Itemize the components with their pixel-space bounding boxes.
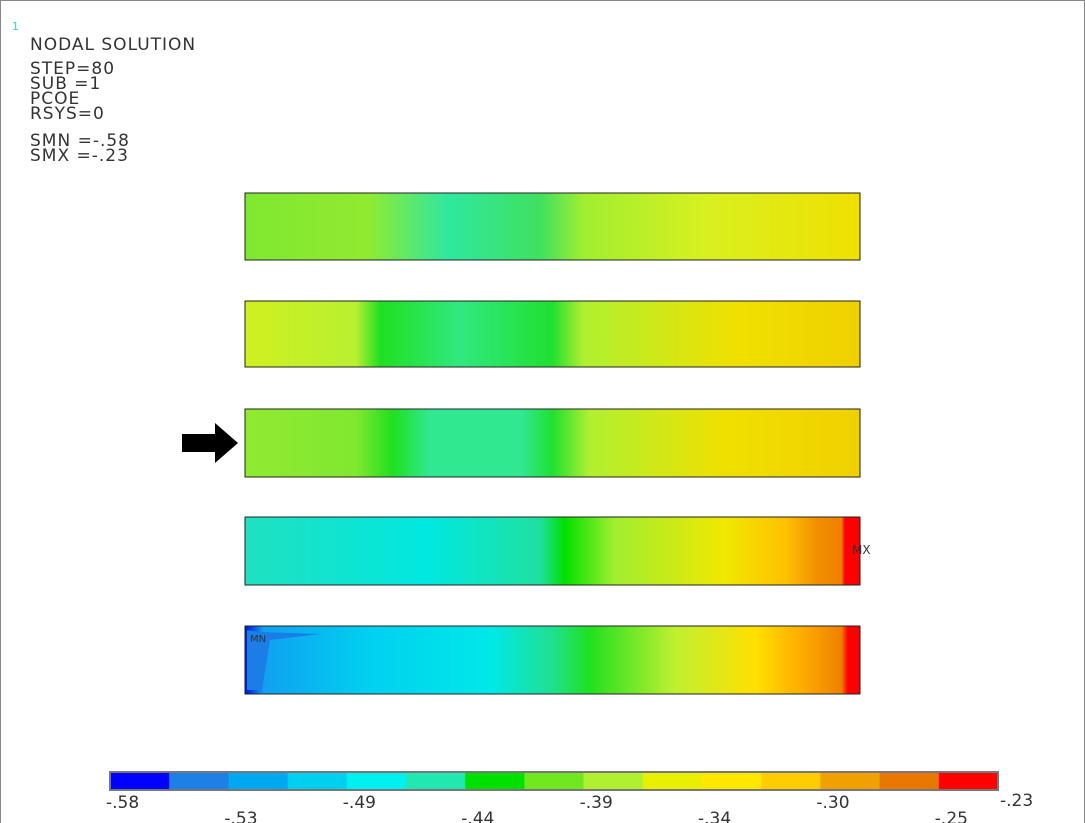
min-marker: MN xyxy=(250,634,266,645)
legend-band xyxy=(465,772,525,790)
legend-band xyxy=(169,772,229,790)
legend-band xyxy=(820,772,881,790)
legend-label: -.49 xyxy=(343,793,376,813)
info-line: SUB =1 xyxy=(30,74,101,94)
legend-label: -.44 xyxy=(461,809,494,823)
legend-band xyxy=(524,772,585,790)
legend-label: -.23 xyxy=(1000,791,1033,811)
window-number: 1 xyxy=(12,20,19,33)
strip xyxy=(244,300,861,368)
strip xyxy=(244,408,861,478)
legend-border xyxy=(109,771,999,791)
contour-region xyxy=(247,630,320,690)
max-marker: MX xyxy=(852,543,871,557)
legend: -.58 -.53 -.49 -.44 -.39 -.34 -.30 -.25 -.23 xyxy=(106,771,1033,823)
legend-band xyxy=(287,772,348,790)
legend-band xyxy=(228,772,289,790)
legend-band xyxy=(938,772,999,790)
arrow xyxy=(182,423,238,463)
legend-band xyxy=(583,772,644,790)
info-line: SMN =-.58 xyxy=(30,131,130,151)
legend-band xyxy=(642,772,703,790)
contour-strips xyxy=(244,192,861,695)
strip xyxy=(244,625,861,695)
info-line: STEP=80 xyxy=(30,59,115,79)
strip xyxy=(244,516,861,586)
strip xyxy=(244,192,861,261)
info-line: PCOE xyxy=(30,89,80,109)
legend-band xyxy=(346,772,407,790)
legend-band xyxy=(406,772,466,790)
info-line: SMX =-.23 xyxy=(30,146,129,166)
legend-label: -.30 xyxy=(816,793,849,813)
legend-band xyxy=(702,772,762,790)
legend-label: -.53 xyxy=(224,809,257,823)
legend-label: -.39 xyxy=(580,793,613,813)
legend-label: -.25 xyxy=(935,809,968,823)
result-info: STEP=80 SUB =1 PCOE RSYS=0 SMN =-.58 SMX… xyxy=(30,59,130,166)
legend-label: -.58 xyxy=(106,793,139,813)
legend-label: -.34 xyxy=(698,809,731,823)
legend-band xyxy=(110,772,170,790)
legend-band xyxy=(761,772,821,790)
result-title: NODAL SOLUTION xyxy=(30,35,196,55)
info-line: RSYS=0 xyxy=(30,104,105,124)
legend-band xyxy=(879,772,940,790)
